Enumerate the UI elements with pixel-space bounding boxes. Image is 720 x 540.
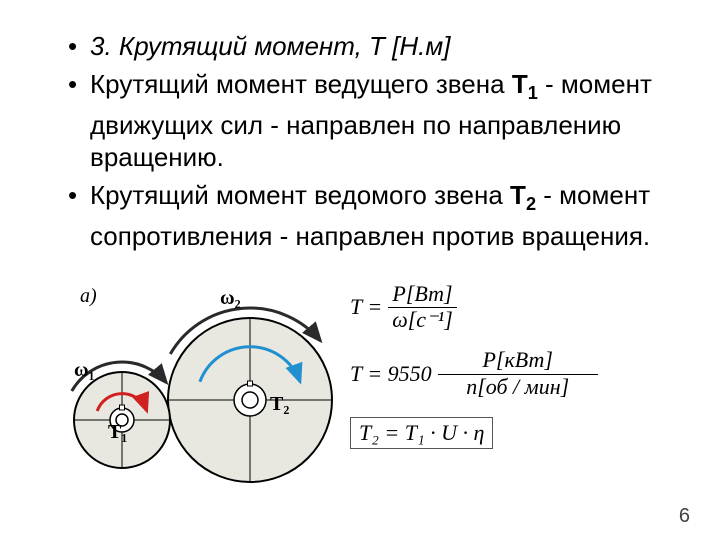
- bullet-list: • 3. Крутящий момент, Т [Н.м] • Крутящий…: [60, 30, 680, 252]
- svg-text:T₂: T₂: [270, 393, 289, 415]
- bullet-item-1: • 3. Крутящий момент, Т [Н.м]: [60, 30, 680, 62]
- lower-section: а) ω₂ T₂ ω₁ T₁ T = P[Вт] ω[с⁻¹] T = 9550 P[к…: [60, 272, 680, 492]
- gear-diagram: а) ω₂ T₂ ω₁ T₁: [60, 272, 340, 492]
- svg-text:T₁: T₁: [108, 421, 127, 443]
- f1-den: ω[с⁻¹]: [388, 307, 457, 332]
- bullet-text-1: 3. Крутящий момент, Т [Н.м]: [90, 30, 450, 62]
- bullet-text-3: Крутящий момент ведомого звена Т2 - моме…: [90, 179, 680, 252]
- bullet-marker: •: [60, 179, 90, 252]
- page-number: 6: [679, 505, 690, 528]
- f1-lhs: T =: [350, 294, 382, 320]
- formula-3: T₂ = T₁ · U · η: [350, 417, 680, 449]
- svg-text:ω₁: ω₁: [74, 359, 95, 381]
- formula-1: T = P[Вт] ω[с⁻¹]: [350, 282, 680, 331]
- svg-text:ω₂: ω₂: [220, 287, 241, 309]
- bullet-item-2: • Крутящий момент ведущего звена Т1 - мо…: [60, 68, 680, 173]
- f2-num: P[кВт]: [482, 348, 552, 372]
- bullet-item-3: • Крутящий момент ведомого звена Т2 - мо…: [60, 179, 680, 252]
- svg-text:а): а): [80, 285, 97, 307]
- f1-frac: P[Вт] ω[с⁻¹]: [388, 282, 457, 331]
- f3-text: T₂ = T₁ · U · η: [350, 417, 493, 449]
- f1-num: P[Вт]: [388, 282, 456, 306]
- f2-den: n[об / мин]: [466, 375, 569, 399]
- bullet-marker: •: [60, 30, 90, 62]
- bullet-marker: •: [60, 68, 90, 173]
- bullet-text-2: Крутящий момент ведущего звена Т1 - моме…: [90, 68, 680, 173]
- formula-2: T = 9550 P[кВт] n[об / мин]: [350, 350, 680, 399]
- f2-lhs: T = 9550: [350, 361, 432, 387]
- gear-svg: а) ω₂ T₂ ω₁ T₁: [60, 272, 340, 492]
- formula-area: T = P[Вт] ω[с⁻¹] T = 9550 P[кВт] n[об / …: [350, 272, 680, 492]
